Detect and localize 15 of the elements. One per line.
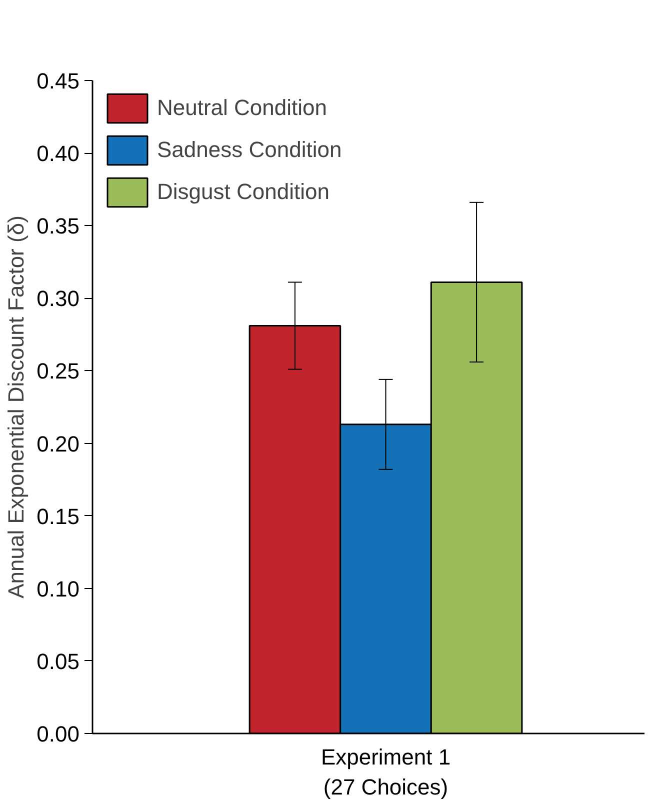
y-tick-label: 0.40 [36, 141, 80, 166]
y-tick-label: 0.20 [36, 431, 80, 456]
y-tick-label: 0.00 [36, 722, 80, 746]
y-tick-label: 0.15 [36, 504, 80, 529]
y-tick-label: 0.45 [36, 68, 80, 94]
y-tick-label: 0.25 [36, 358, 80, 384]
y-axis-title: Annual Exponential Discount Factor (δ) [4, 216, 29, 598]
y-tick-label: 0.30 [36, 286, 80, 312]
legend-label: Sadness Condition [157, 137, 342, 163]
x-tick-label: Experiment 1 (27 Choices) [320, 744, 451, 800]
y-tick-label: 0.35 [36, 214, 80, 239]
y-tick-label: 0.05 [36, 648, 80, 674]
y-tick-label: 0.10 [36, 576, 80, 602]
legend-label: Disgust Condition [157, 179, 330, 205]
legend-label: Neutral Condition [157, 95, 327, 121]
